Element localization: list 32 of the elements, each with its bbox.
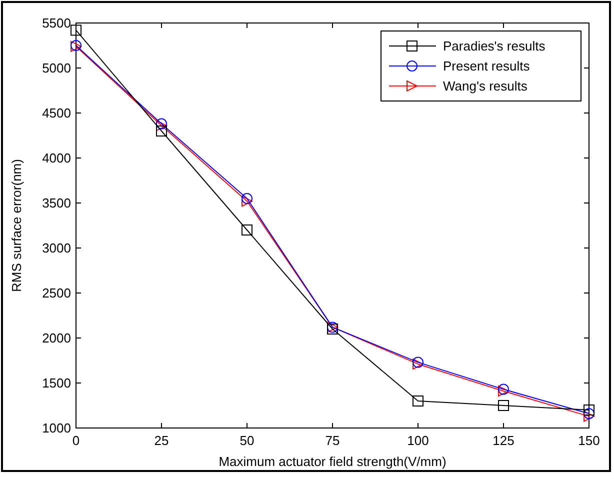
y-tick-label: 1000 (42, 420, 71, 436)
y-tick-label: 5000 (42, 60, 71, 76)
y-axis-title: RMS surface error(nm) (9, 159, 24, 292)
x-tick-label: 25 (154, 433, 169, 448)
y-tick-label: 4000 (42, 150, 71, 166)
y-tick-label: 2500 (42, 286, 71, 301)
point (412, 396, 424, 406)
y-tick-label: 4500 (42, 106, 71, 121)
point (498, 400, 509, 411)
legend-label: Present results (443, 58, 530, 74)
point (70, 24, 82, 36)
point (242, 224, 252, 236)
x-tick-label: 100 (407, 433, 429, 448)
x-tick-label: 50 (240, 433, 254, 448)
legend-label: Paradies's results (443, 38, 546, 54)
x-axis-title: Maximum actuator field strength(V/mm) (218, 454, 446, 469)
point (156, 126, 167, 136)
legend-label: Wang's results (443, 78, 528, 94)
point (584, 404, 594, 416)
y-tick-label: 3500 (42, 196, 71, 211)
point (242, 196, 252, 207)
y-tick-label: 5500 (42, 16, 71, 31)
y-tick-label: 2000 (42, 330, 71, 346)
point (242, 193, 252, 204)
y-tick-label: 1500 (42, 376, 71, 391)
point (584, 410, 594, 422)
x-tick-label: 0 (72, 433, 80, 448)
x-tick-label: 125 (492, 433, 514, 448)
x-tick-label: 75 (325, 433, 340, 448)
x-tick-label: 150 (578, 433, 600, 448)
y-tick-label: 3000 (42, 240, 71, 256)
point (584, 408, 594, 420)
